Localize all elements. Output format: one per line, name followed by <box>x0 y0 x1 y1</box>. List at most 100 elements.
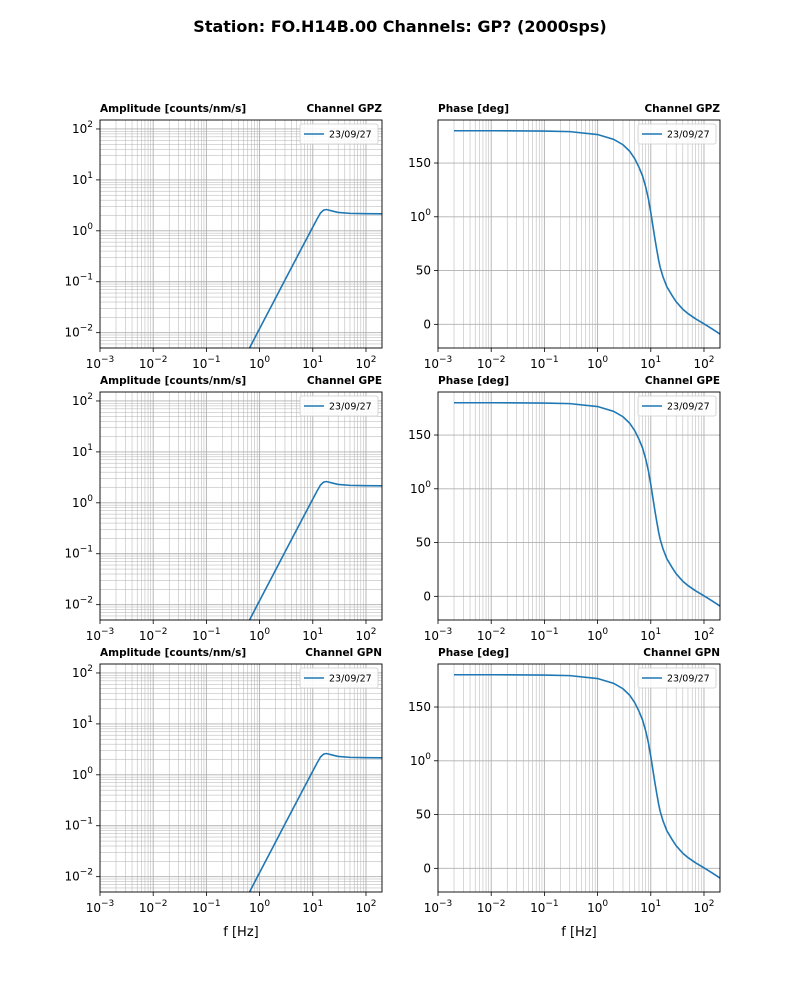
legend: 23/09/27 <box>637 395 717 417</box>
legend-box <box>637 395 717 417</box>
panel-title: Amplitude [counts/nm/s] <box>100 375 246 387</box>
y-tick-label: 150 <box>408 156 431 170</box>
legend: 23/09/27 <box>299 395 379 417</box>
grid <box>438 120 720 348</box>
x-tick-label: 101 <box>640 355 661 371</box>
x-tick-label: 10−1 <box>192 355 221 371</box>
figure-title: Station: FO.H14B.00 Channels: GP? (2000s… <box>193 17 606 36</box>
y-tick-label: 100 <box>410 480 431 496</box>
grid <box>438 392 720 620</box>
legend: 23/09/27 <box>299 667 379 689</box>
panel-gpn-phase: 10−3 10−2 10−1 100 101 102 0 50 100 150 Phase [deg… <box>408 647 721 940</box>
y-tick-label: 150 <box>408 428 431 442</box>
x-tick-label: 100 <box>249 355 270 371</box>
y-tick-label: 10−2 <box>64 324 93 340</box>
panel-gpn-amplitude: 10−3 10−2 10−1 100 101 102 10−2 10−1 100 101 102 Am… <box>64 647 383 940</box>
y-tick-label: 50 <box>416 264 431 278</box>
y-tick-label: 101 <box>72 443 93 459</box>
panel-title: Phase [deg] <box>438 647 509 659</box>
x-tick-label: 10−2 <box>477 355 506 371</box>
y-tick-label: 0 <box>423 589 431 603</box>
x-tick-label: 101 <box>302 627 323 643</box>
x-tick-label: 10−3 <box>424 355 453 371</box>
panel-title: Phase [deg] <box>438 103 509 115</box>
legend-box <box>637 123 717 145</box>
x-tick-label: 10−1 <box>192 899 221 915</box>
panel-gpz-amplitude: 10−3 10−2 10−1 100 101 102 10−2 10−1 100 101 102 Am… <box>64 103 383 371</box>
grid <box>438 664 720 892</box>
legend-label: 23/09/27 <box>667 674 710 685</box>
panels: 10−3 10−2 10−1 100 101 102 10−2 10−1 100 101 102 Am… <box>64 103 721 940</box>
x-tick-label: 100 <box>249 899 270 915</box>
axes-frame <box>99 391 383 621</box>
x-tick-label: 102 <box>355 355 376 371</box>
grid <box>100 120 382 348</box>
axes-frame <box>437 391 721 621</box>
panel-gpe-phase: 10−3 10−2 10−1 100 101 102 0 50 100 150 Phase [deg… <box>408 375 721 643</box>
x-tick-label: 102 <box>693 355 714 371</box>
x-tick-label: 102 <box>693 899 714 915</box>
y-tick-label: 100 <box>410 752 431 768</box>
x-tick-label: 101 <box>302 355 323 371</box>
y-tick-label: 102 <box>72 664 93 680</box>
x-tick-label: 100 <box>587 627 608 643</box>
y-tick-label: 150 <box>408 700 431 714</box>
series-line <box>454 129 720 335</box>
x-tick-label: 101 <box>640 899 661 915</box>
x-tick-label: 10−1 <box>530 355 559 371</box>
x-tick-label: 10−1 <box>530 899 559 915</box>
panel-gpz-phase: 10−3 10−2 10−1 100 101 102 0 50 100 150 Phase [deg… <box>408 103 721 371</box>
legend-label: 23/09/27 <box>329 130 372 141</box>
panel-gpe-amplitude: 10−3 10−2 10−1 100 101 102 10−2 10−1 100 101 102 Am… <box>64 375 383 643</box>
legend: 23/09/27 <box>299 123 379 145</box>
panel-title: Phase [deg] <box>438 375 509 387</box>
legend-box <box>637 667 717 689</box>
channel-label: Channel GPE <box>645 375 720 387</box>
x-tick-label: 10−3 <box>86 899 115 915</box>
x-tick-label: 10−2 <box>477 899 506 915</box>
x-tick-label: 102 <box>355 627 376 643</box>
panel-title: Amplitude [counts/nm/s] <box>100 103 246 115</box>
y-tick-label: 100 <box>410 208 431 224</box>
x-tick-label: 100 <box>587 355 608 371</box>
y-tick-label: 50 <box>416 536 431 550</box>
axes-frame <box>99 119 383 349</box>
channel-label: Channel GPN <box>643 647 720 659</box>
axes-frame <box>437 119 721 349</box>
x-tick-label: 10−3 <box>86 355 115 371</box>
channel-label: Channel GPZ <box>644 103 720 115</box>
x-tick-label: 10−1 <box>192 627 221 643</box>
x-tick-label: 100 <box>249 627 270 643</box>
x-tick-label: 10−2 <box>139 899 168 915</box>
series-line <box>248 480 382 620</box>
series-line <box>248 208 382 348</box>
axes-frame <box>437 663 721 893</box>
x-tick-label: 10−3 <box>424 899 453 915</box>
y-tick-label: 102 <box>72 392 93 408</box>
x-tick-label: 102 <box>693 627 714 643</box>
x-tick-label: 10−2 <box>139 627 168 643</box>
y-tick-label: 10−2 <box>64 596 93 612</box>
legend: 23/09/27 <box>637 667 717 689</box>
y-tick-label: 50 <box>416 808 431 822</box>
series-line <box>454 673 720 879</box>
legend-label: 23/09/27 <box>667 402 710 413</box>
x-tick-label: 10−3 <box>424 627 453 643</box>
legend-label: 23/09/27 <box>329 674 372 685</box>
x-axis-label: f [Hz] <box>223 925 258 940</box>
y-tick-label: 100 <box>72 494 93 510</box>
x-tick-label: 101 <box>302 899 323 915</box>
legend-box <box>299 395 379 417</box>
panel-title: Amplitude [counts/nm/s] <box>100 647 246 659</box>
x-tick-label: 100 <box>587 899 608 915</box>
y-tick-label: 0 <box>423 861 431 875</box>
x-tick-label: 10−2 <box>139 355 168 371</box>
channel-label: Channel GPE <box>307 375 382 387</box>
x-tick-label: 10−3 <box>86 627 115 643</box>
x-tick-label: 10−2 <box>477 627 506 643</box>
series-line <box>454 401 720 607</box>
y-tick-label: 10−2 <box>64 868 93 884</box>
x-tick-label: 102 <box>355 899 376 915</box>
y-tick-label: 10−1 <box>64 273 93 289</box>
